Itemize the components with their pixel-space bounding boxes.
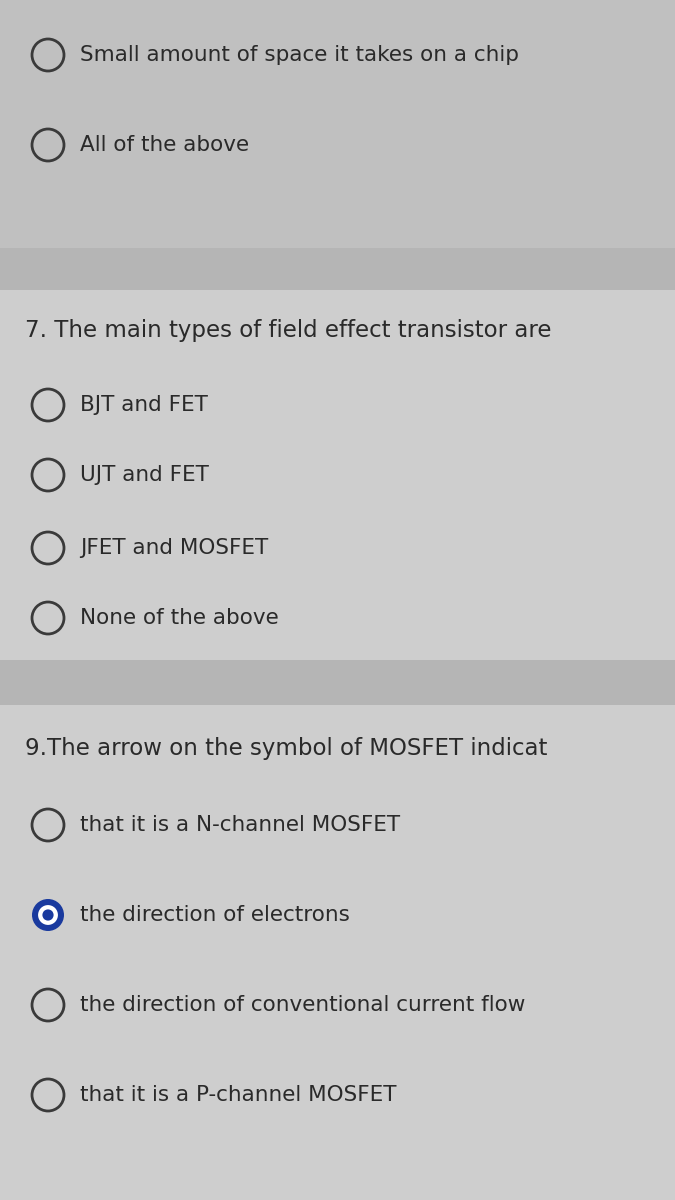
Text: that it is a N-channel MOSFET: that it is a N-channel MOSFET xyxy=(80,815,400,835)
Text: 9.The arrow on the symbol of MOSFET indicat: 9.The arrow on the symbol of MOSFET indi… xyxy=(25,737,547,760)
Text: Small amount of space it takes on a chip: Small amount of space it takes on a chip xyxy=(80,44,519,65)
Circle shape xyxy=(43,910,53,920)
Circle shape xyxy=(38,905,58,925)
Text: that it is a P-channel MOSFET: that it is a P-channel MOSFET xyxy=(80,1085,396,1105)
Circle shape xyxy=(32,899,64,931)
Text: the direction of conventional current flow: the direction of conventional current fl… xyxy=(80,995,525,1015)
Bar xyxy=(0,660,675,704)
Text: None of the above: None of the above xyxy=(80,608,279,628)
Text: UJT and FET: UJT and FET xyxy=(80,464,209,485)
Text: the direction of electrons: the direction of electrons xyxy=(80,905,350,925)
Bar xyxy=(0,704,675,1200)
Text: BJT and FET: BJT and FET xyxy=(80,395,208,415)
Bar xyxy=(0,248,675,290)
Bar xyxy=(0,0,675,248)
Text: 7. The main types of field effect transistor are: 7. The main types of field effect transi… xyxy=(25,318,551,342)
Text: JFET and MOSFET: JFET and MOSFET xyxy=(80,538,268,558)
Bar xyxy=(0,290,675,660)
Text: All of the above: All of the above xyxy=(80,134,249,155)
